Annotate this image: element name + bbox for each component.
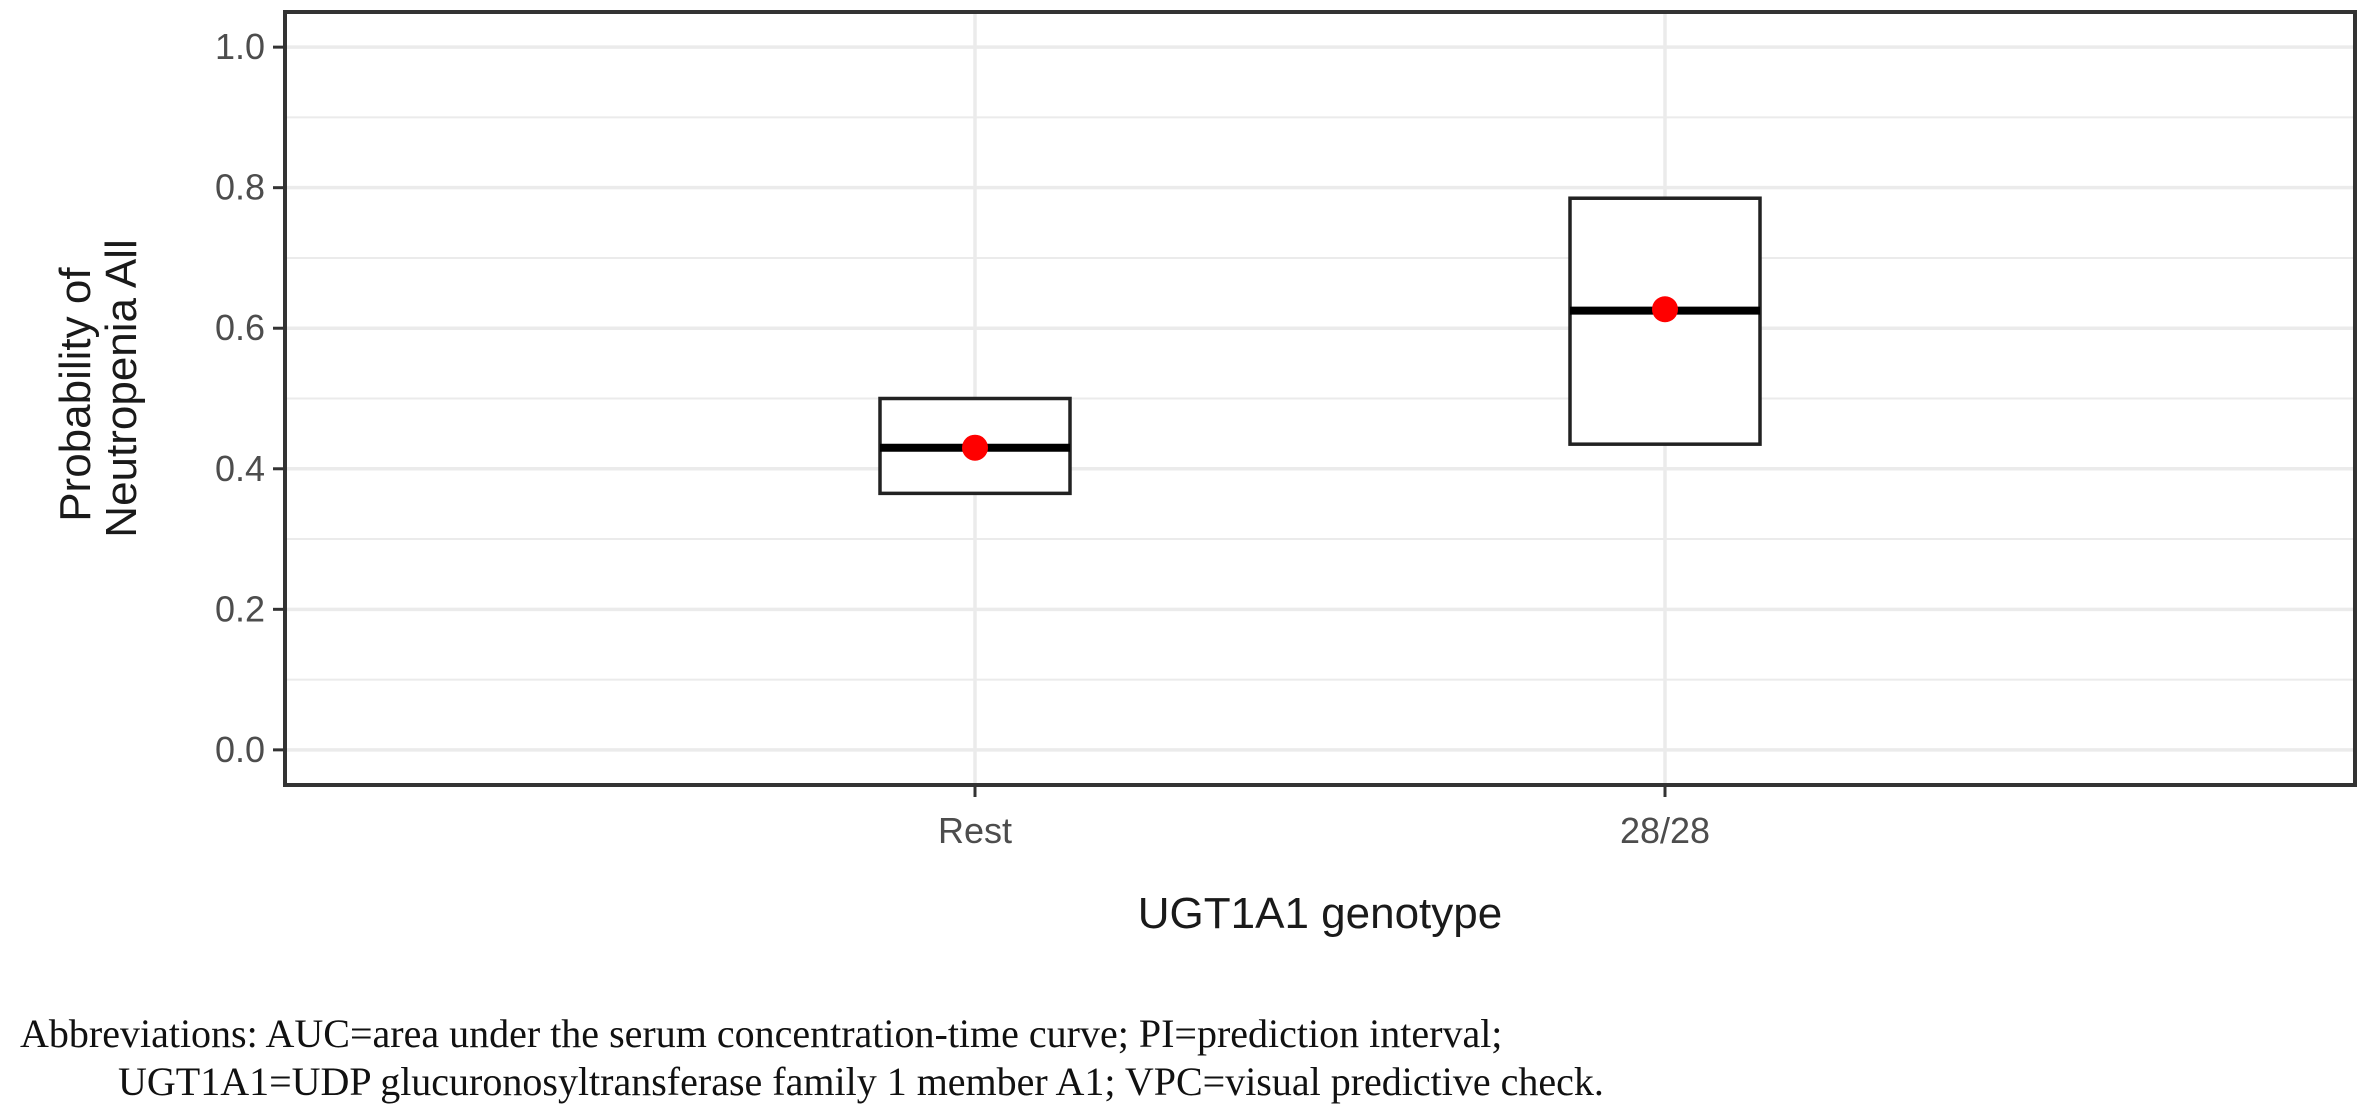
x-tick-label: Rest (938, 810, 1012, 851)
y-tick-label: 0.2 (215, 588, 265, 629)
y-axis-ticks: 0.0 0.2 0.4 0.6 0.8 1.0 (215, 26, 285, 770)
x-axis-title: UGT1A1 genotype (1138, 889, 1502, 938)
panel-border (283, 10, 2357, 787)
chart: 0.0 0.2 0.4 0.6 0.8 1.0 Rest 28/28 Probability… (51, 10, 2357, 938)
y-axis-title-line-2: Neutropenia All (97, 239, 146, 537)
y-axis-title-line-1: Probability of (51, 267, 100, 522)
observed-point (962, 434, 988, 461)
footnote-line-2: UGT1A1=UDP glucuronosyltransferase famil… (118, 1059, 1604, 1104)
x-tick-label: 28/28 (1620, 810, 1710, 851)
y-tick-label: 1.0 (215, 26, 265, 67)
y-tick-label: 0.0 (215, 729, 265, 770)
x-axis-ticks: Rest 28/28 (938, 785, 1710, 851)
y-tick-label: 0.4 (215, 448, 265, 489)
y-axis-title: Probability of Neutropenia All (51, 239, 146, 537)
grid-lines (285, 12, 2355, 785)
boxes (878, 196, 1762, 496)
observed-point (1652, 296, 1678, 323)
footnote-line-1: Abbreviations: AUC=area under the serum … (20, 1011, 1503, 1056)
y-tick-label: 0.8 (215, 167, 265, 208)
y-tick-label: 0.6 (215, 307, 265, 348)
observed-points (962, 296, 1678, 461)
